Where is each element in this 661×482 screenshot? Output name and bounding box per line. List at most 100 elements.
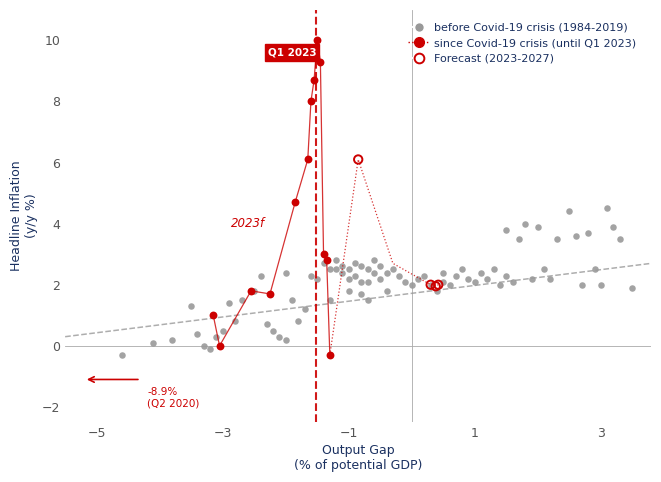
Point [303, 156, 313, 163]
Point [344, 287, 354, 295]
Point [539, 266, 549, 273]
Point [375, 275, 385, 282]
Point [305, 272, 316, 280]
Point [570, 232, 581, 240]
Point [501, 226, 512, 234]
Point [249, 287, 260, 295]
Point [494, 281, 505, 289]
Point [309, 76, 319, 84]
Point [362, 266, 373, 273]
Point [589, 266, 600, 273]
Point [596, 281, 606, 289]
Point [576, 281, 587, 289]
Point [318, 250, 329, 258]
Point [148, 339, 159, 347]
Point [419, 272, 430, 280]
Point [293, 318, 303, 325]
Point [488, 266, 499, 273]
Point [514, 235, 524, 243]
Point [344, 266, 354, 273]
Point [369, 256, 379, 264]
Point [116, 351, 127, 359]
X-axis label: Output Gap
(% of potential GDP): Output Gap (% of potential GDP) [294, 444, 422, 472]
Point [381, 287, 392, 295]
Point [432, 287, 442, 295]
Point [186, 302, 196, 310]
Point [353, 156, 364, 163]
Point [583, 229, 594, 237]
Point [312, 275, 323, 282]
Text: 2023f: 2023f [231, 217, 265, 230]
Point [438, 268, 449, 276]
Point [362, 296, 373, 304]
Point [381, 268, 392, 276]
Point [223, 299, 234, 307]
Point [412, 275, 423, 282]
Point [325, 296, 335, 304]
Point [356, 278, 367, 285]
Point [350, 272, 360, 280]
Point [627, 284, 638, 292]
Point [564, 208, 574, 215]
Point [337, 268, 348, 276]
Point [526, 275, 537, 282]
Point [444, 281, 455, 289]
Point [501, 272, 512, 280]
Point [545, 275, 556, 282]
Point [268, 327, 278, 335]
Text: -8.9%
(Q2 2020): -8.9% (Q2 2020) [147, 387, 200, 409]
Point [198, 342, 209, 350]
Point [394, 272, 405, 280]
Point [312, 37, 323, 44]
Point [387, 266, 398, 273]
Point [211, 333, 221, 341]
Point [305, 97, 316, 105]
Point [438, 278, 449, 285]
Point [264, 290, 275, 298]
Point [608, 223, 619, 230]
Point [356, 290, 367, 298]
Point [508, 278, 518, 285]
Point [344, 275, 354, 282]
Point [430, 282, 441, 290]
Point [362, 278, 373, 285]
Point [520, 220, 531, 228]
Point [318, 259, 329, 267]
Point [350, 259, 360, 267]
Point [426, 281, 436, 289]
Point [280, 336, 291, 344]
Point [337, 263, 348, 270]
Point [315, 58, 326, 66]
Point [246, 287, 256, 295]
Point [237, 296, 247, 304]
Point [433, 281, 444, 289]
Point [331, 256, 342, 264]
Point [426, 281, 436, 289]
Text: Q1 2023: Q1 2023 [268, 48, 317, 57]
Point [262, 321, 272, 328]
Point [192, 330, 203, 337]
Point [331, 266, 342, 273]
Point [321, 256, 332, 264]
Point [463, 275, 474, 282]
Point [476, 268, 486, 276]
Point [205, 345, 215, 353]
Point [451, 272, 461, 280]
Point [290, 199, 301, 206]
Point [602, 204, 613, 212]
Point [457, 266, 467, 273]
Point [325, 266, 335, 273]
Point [533, 223, 543, 230]
Point [356, 263, 367, 270]
Point [551, 235, 562, 243]
Point [167, 336, 178, 344]
Point [407, 281, 417, 289]
Y-axis label: Headline Inflation
(y/y %): Headline Inflation (y/y %) [10, 161, 38, 271]
Point [255, 272, 266, 280]
Point [230, 318, 241, 325]
Point [482, 275, 492, 282]
Point [274, 333, 285, 341]
Point [375, 263, 385, 270]
Point [208, 311, 219, 319]
Point [214, 342, 225, 350]
